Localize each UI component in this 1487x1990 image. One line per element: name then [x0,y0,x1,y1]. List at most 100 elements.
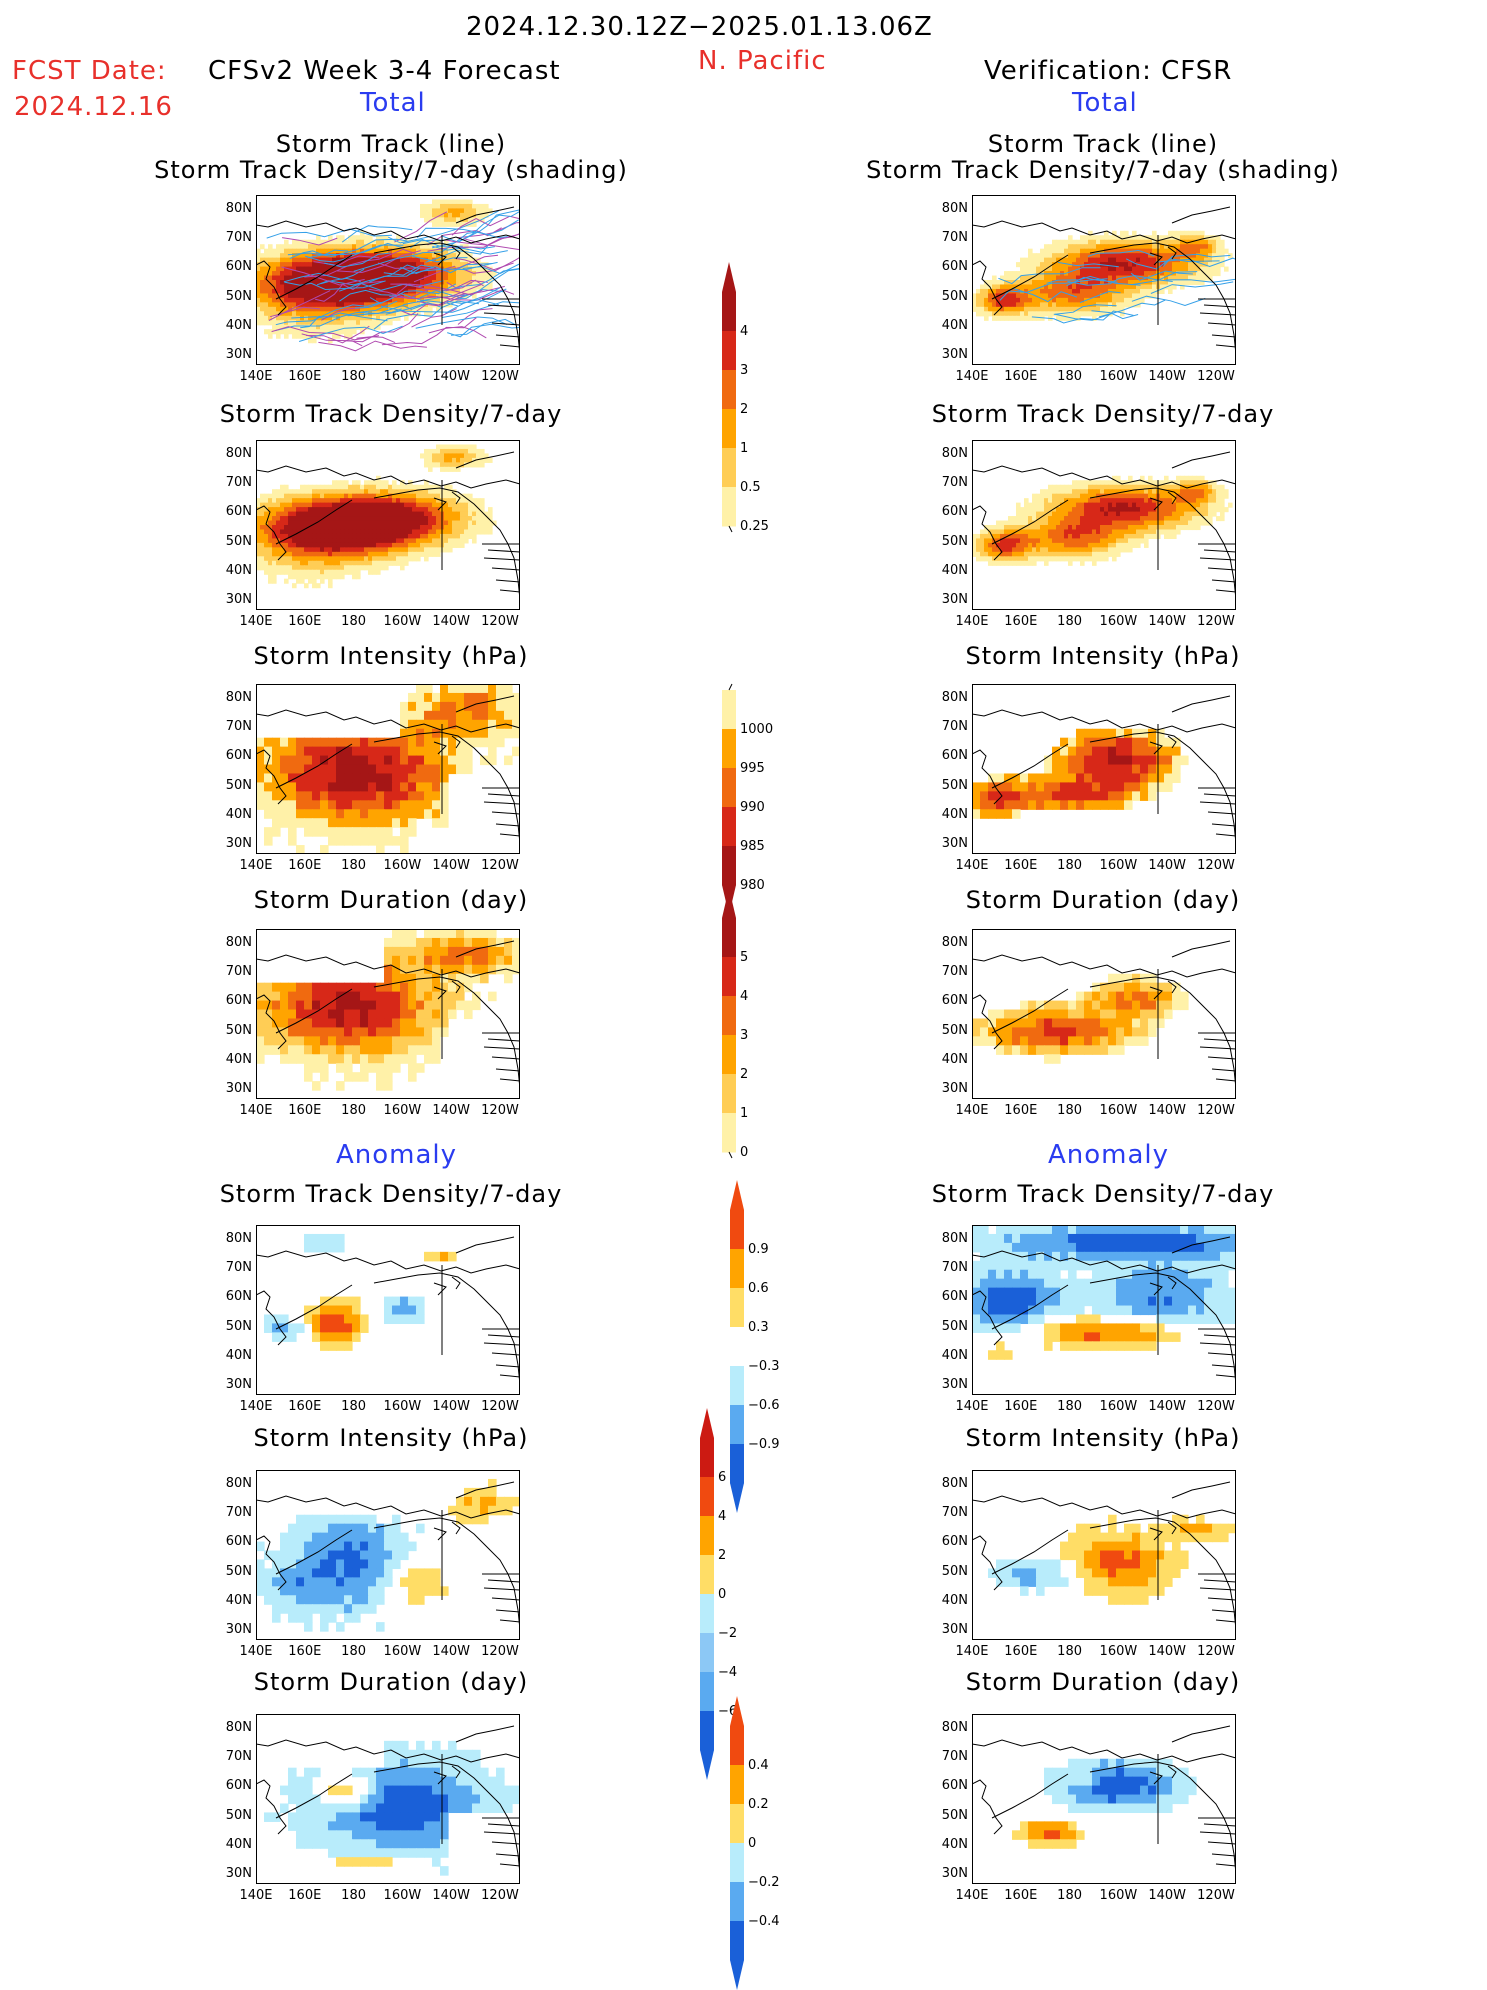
field-cell [424,449,429,454]
field-cell [376,818,385,828]
field-cell [472,965,481,975]
field-cell [332,543,337,548]
field-cell [268,570,273,575]
field-cell [376,552,381,557]
field-cell [1064,525,1069,530]
field-cell [392,485,397,490]
field-cell [272,574,277,579]
field-cell [1132,240,1137,245]
field-cell [1212,240,1217,245]
field-cell [400,782,409,792]
field-cell [264,773,273,783]
field-cell [304,800,313,810]
field-cell [1072,512,1077,517]
field-cell [1172,534,1177,539]
field-cell [428,458,433,463]
field-cell [384,1001,393,1011]
field-cell [272,983,281,993]
field-cell [328,791,337,801]
field-cell [1016,307,1021,312]
field-cell [1084,547,1089,552]
field-cell [428,244,433,249]
field-cell [1072,543,1077,548]
field-cell [1056,298,1061,303]
field-cell [268,276,273,281]
field-cell [1052,765,1061,775]
field-cell [292,521,297,526]
field-cell [1052,302,1057,307]
field-cell [320,574,325,579]
field-cell [264,307,269,312]
field-cell [1116,240,1121,245]
field-cell [980,782,989,792]
field-cell [352,809,361,819]
field-cell [976,302,981,307]
field-cell [496,702,505,712]
field-cell [1160,498,1165,503]
field-cell [352,525,357,530]
field-cell [1168,289,1173,294]
field-cell [424,498,429,503]
field-cell [1052,516,1057,521]
field-cell [336,552,341,557]
field-cell [1176,516,1181,521]
field-cell [344,494,349,499]
field-cell [420,280,425,285]
field-cell [1180,235,1185,240]
field-cell [452,444,457,449]
field-cell [272,249,277,254]
field-cell [352,765,361,775]
field-cell [460,529,465,534]
field-cell [1092,271,1097,276]
field-cell [1068,289,1073,294]
field-cell [480,208,485,213]
field-cell [388,498,393,503]
field-cell [312,516,317,521]
field-cell [1120,521,1125,526]
field-cell [328,503,333,508]
field-cell [384,543,389,548]
field-cell [352,498,357,503]
field-cell [1208,244,1213,249]
field-cell [1036,547,1041,552]
field-cell [260,529,265,534]
field-cell [320,552,325,557]
field-cell [988,280,993,285]
field-cell [1120,253,1125,258]
field-cell [448,729,457,739]
field-cell [1124,276,1129,281]
field-cell [1080,284,1085,289]
field-cell [480,684,489,694]
field-cell [1108,240,1113,245]
field-cell [1052,534,1057,539]
field-cell [1092,244,1097,249]
field-cell [416,773,425,783]
field-cell [368,738,377,748]
field-cell [276,249,281,254]
field-cell [1012,538,1017,543]
field-cell [488,992,497,1002]
field-cell [404,543,409,548]
field-cell [440,462,445,467]
field-cell [280,738,289,748]
field-cell [264,561,269,566]
field-cell [416,521,421,526]
coastline [1216,834,1236,836]
field-cell [344,316,349,321]
field-cell [276,258,281,263]
field-cell [316,547,321,552]
field-cell [416,756,425,766]
field-cell [996,289,1001,294]
field-cell [1096,298,1101,303]
field-cell [1104,521,1109,526]
field-cell [1072,253,1077,258]
field-cell [1044,276,1049,281]
field-cell [1188,280,1193,285]
field-cell [1120,507,1125,512]
field-cell [1052,307,1057,312]
field-cell [348,512,353,517]
field-cell [380,498,385,503]
field-cell [1064,302,1069,307]
field-cell [1044,543,1049,548]
field-cell [1100,525,1105,530]
